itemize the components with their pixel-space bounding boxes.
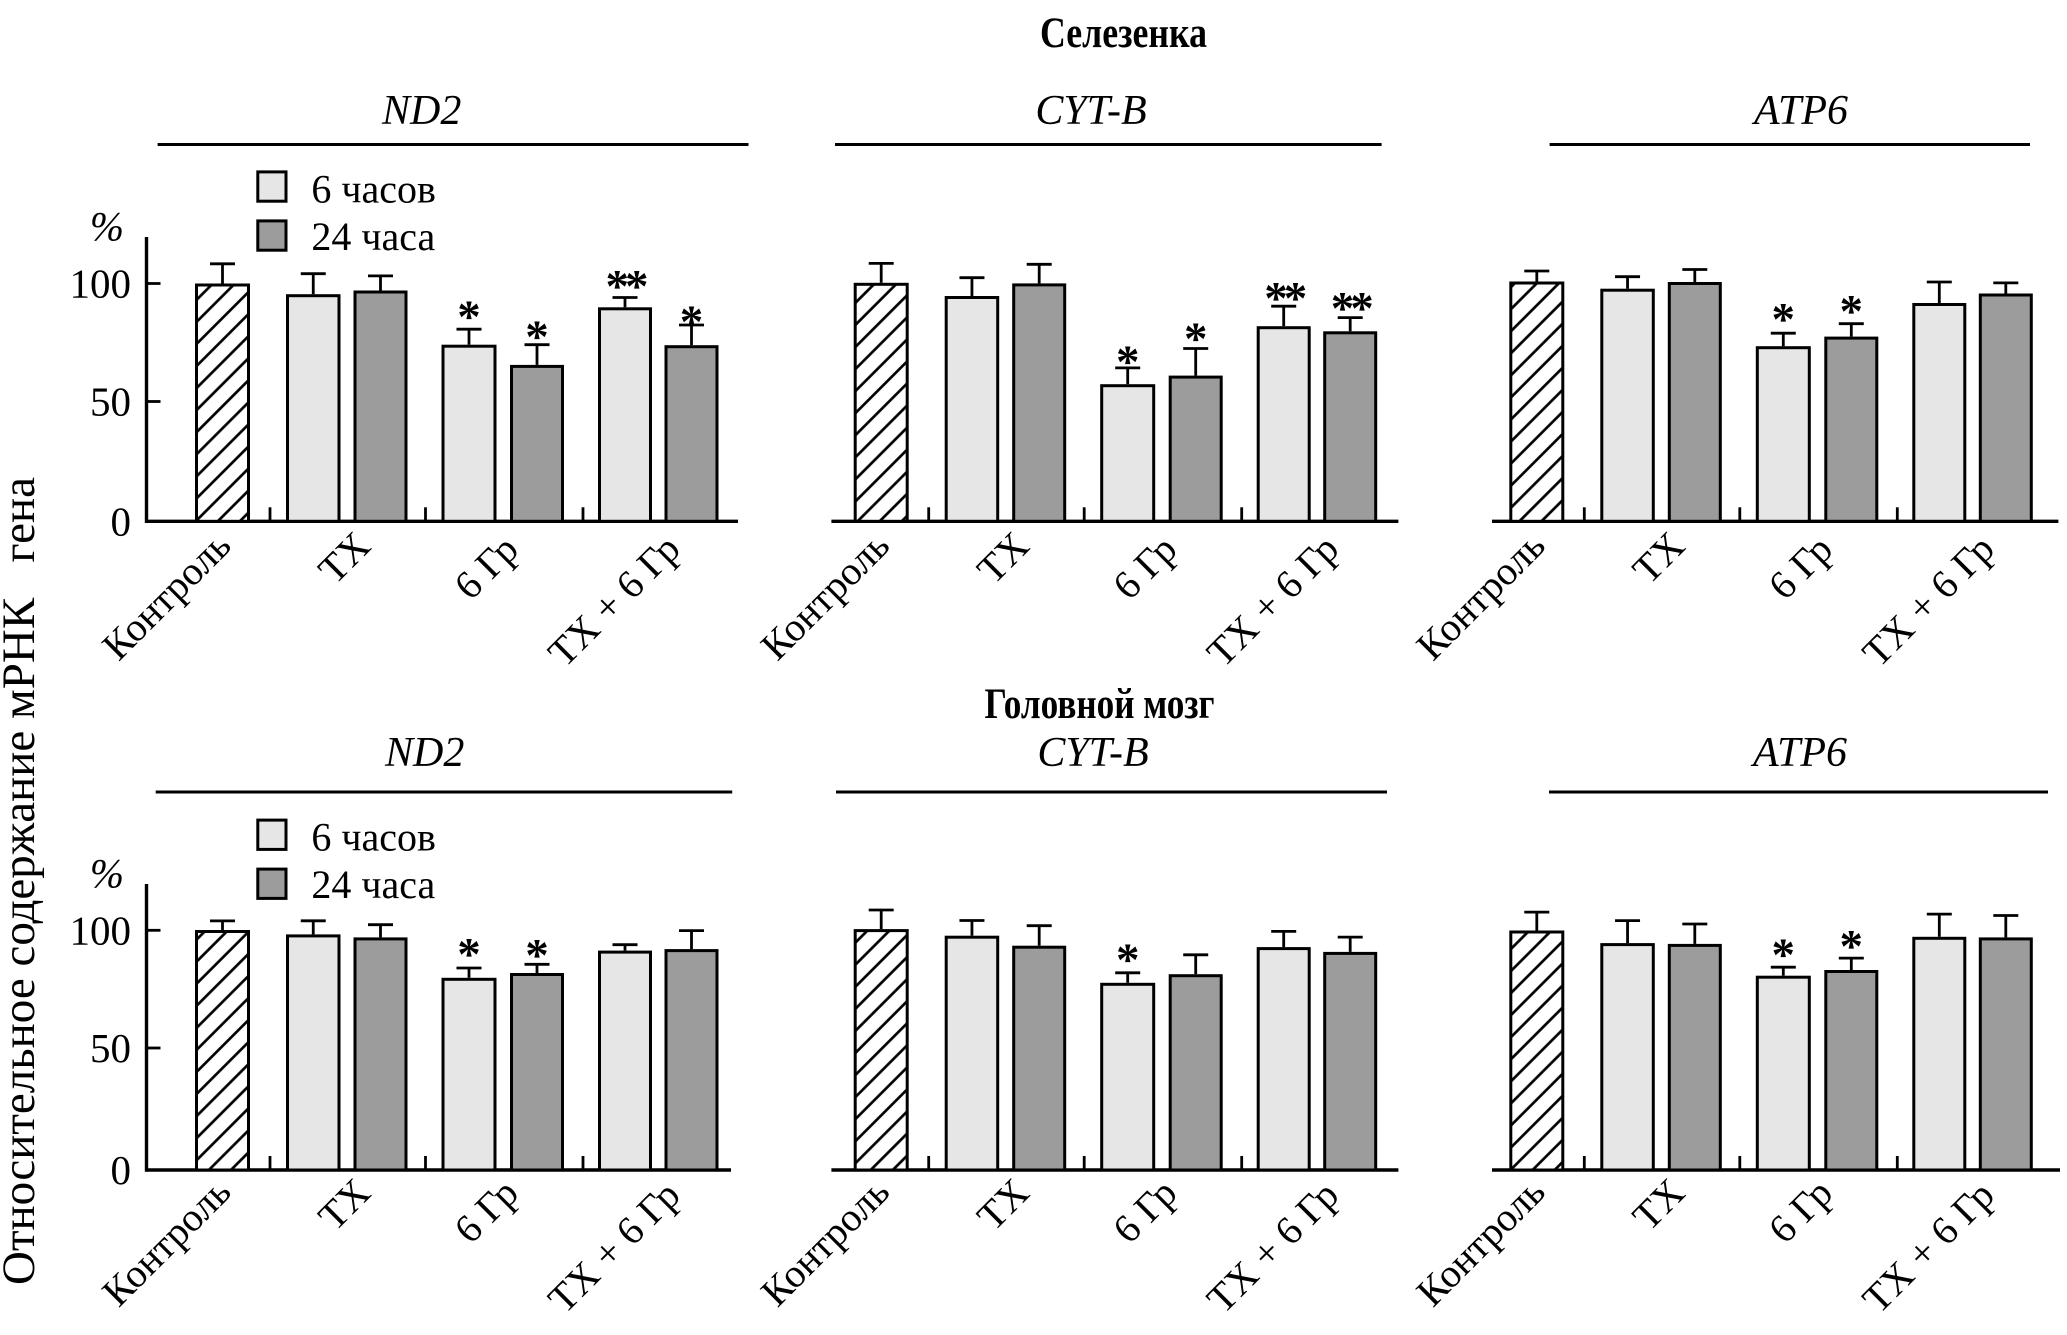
- svg-text:ATP6: ATP6: [1750, 730, 1847, 776]
- svg-text:Селезенка: Селезенка: [1040, 10, 1207, 57]
- svg-text:ND2: ND2: [381, 88, 461, 134]
- svg-text:*: *: [457, 291, 481, 343]
- svg-text:*: *: [1772, 929, 1796, 981]
- svg-text:Головной мозг: Головной мозг: [985, 681, 1215, 728]
- svg-text:24 часа: 24 часа: [311, 862, 435, 907]
- svg-text:*: *: [1116, 934, 1140, 986]
- svg-text:*: *: [525, 929, 549, 981]
- svg-text:CYT-B: CYT-B: [1035, 88, 1146, 134]
- svg-text:%: %: [90, 203, 124, 249]
- svg-text:%: %: [90, 850, 124, 896]
- svg-text:**: **: [1331, 282, 1373, 334]
- svg-text:0: 0: [111, 498, 132, 544]
- svg-text:50: 50: [90, 1025, 131, 1071]
- svg-text:*: *: [1116, 336, 1140, 388]
- svg-text:*: *: [1184, 313, 1208, 365]
- svg-text:*: *: [525, 311, 549, 363]
- svg-text:ATP6: ATP6: [1751, 88, 1848, 134]
- svg-text:24 часа: 24 часа: [311, 214, 435, 259]
- svg-text:Относительное содержание мРНК: Относительное содержание мРНК гена: [0, 477, 45, 1285]
- svg-text:50: 50: [90, 379, 131, 425]
- svg-text:CYT-B: CYT-B: [1037, 730, 1148, 776]
- svg-text:100: 100: [70, 907, 132, 953]
- svg-text:0: 0: [111, 1147, 132, 1193]
- svg-text:*: *: [1772, 294, 1796, 346]
- svg-text:*: *: [457, 928, 481, 980]
- svg-text:6 часов: 6 часов: [311, 167, 436, 212]
- svg-text:*: *: [1840, 921, 1864, 973]
- svg-text:100: 100: [70, 261, 132, 307]
- svg-text:ND2: ND2: [384, 730, 464, 776]
- svg-text:**: **: [1264, 272, 1306, 324]
- svg-text:*: *: [680, 296, 704, 348]
- svg-text:6 часов: 6 часов: [311, 815, 436, 860]
- svg-text:*: *: [1840, 286, 1864, 338]
- svg-text:**: **: [606, 260, 648, 312]
